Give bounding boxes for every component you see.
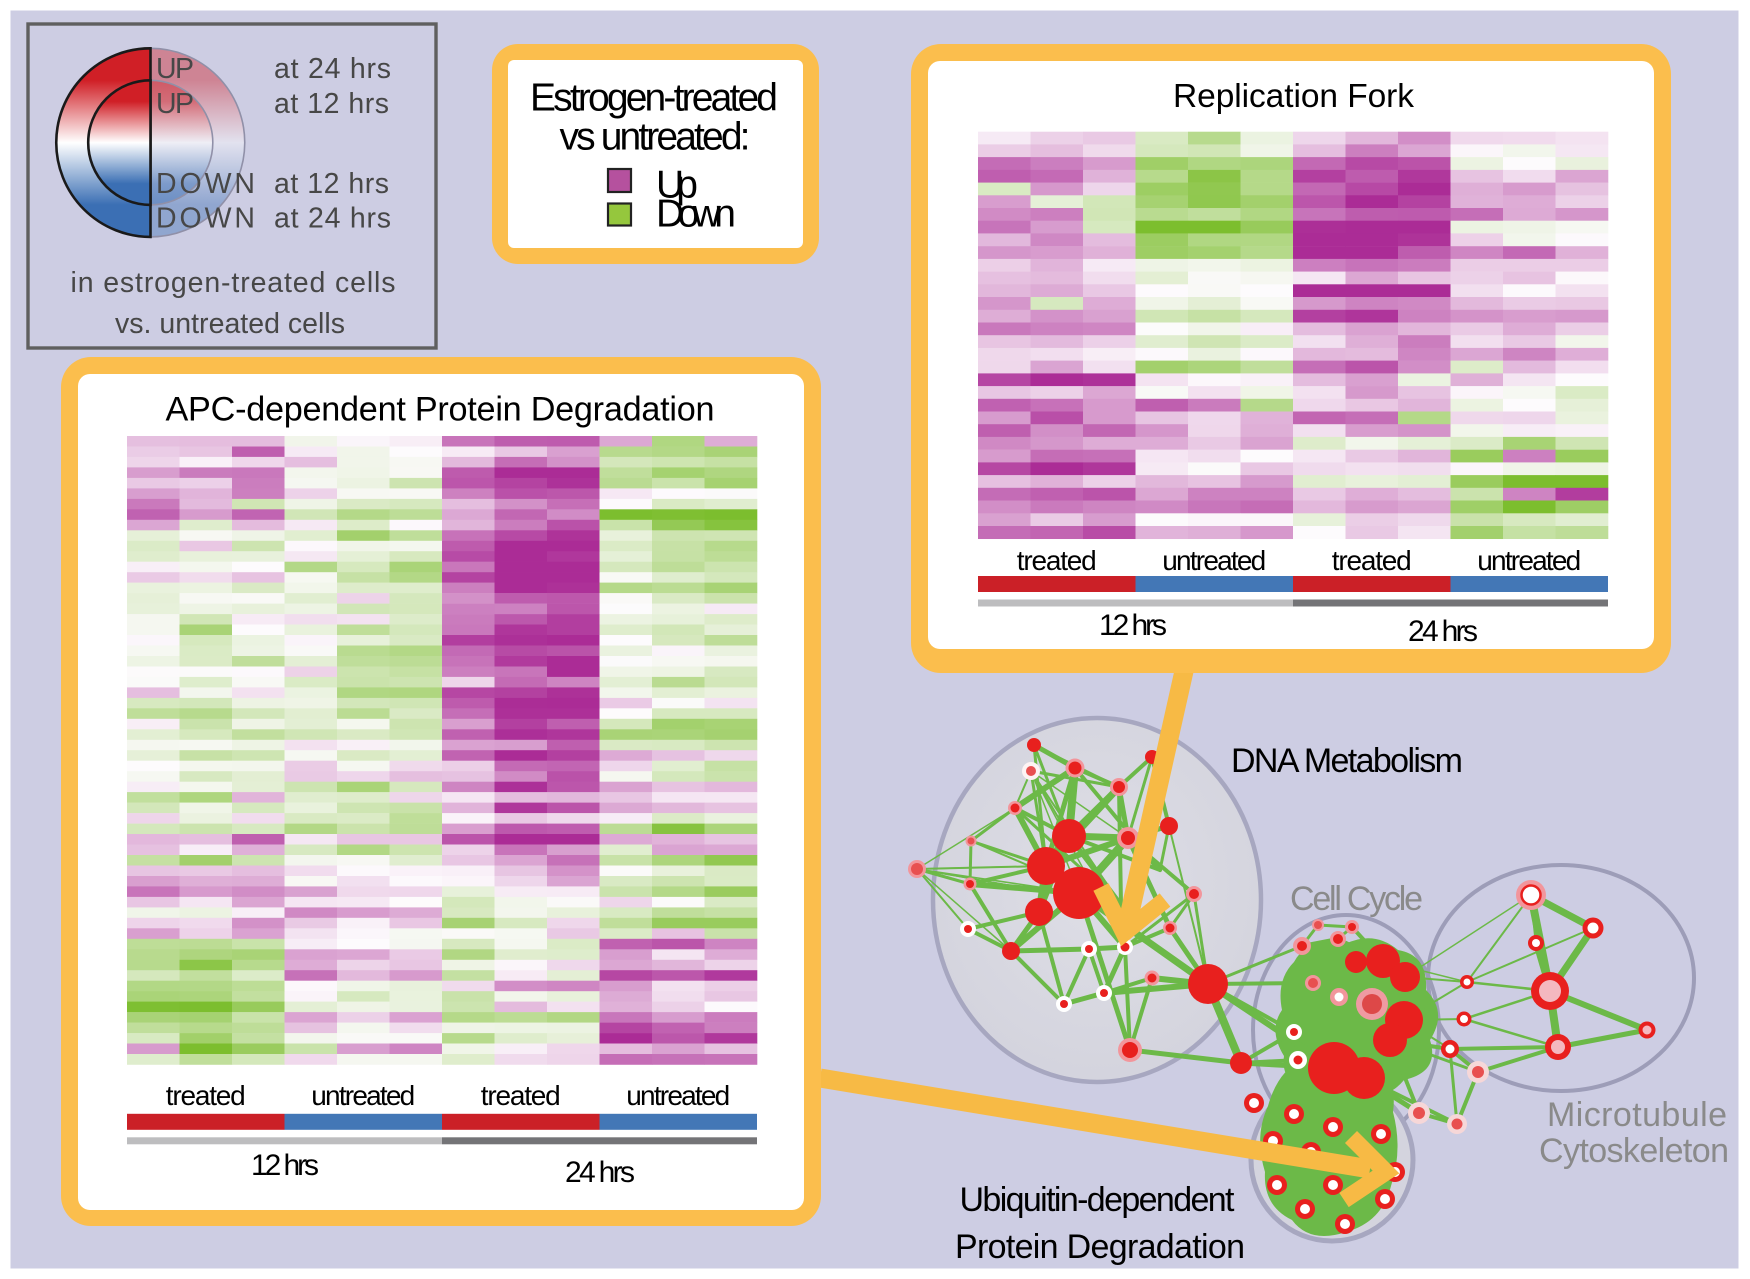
svg-text:Replication Fork: Replication Fork <box>1173 78 1414 115</box>
svg-text:in estrogen-treated cells: in estrogen-treated cells <box>71 267 396 299</box>
svg-text:Protein Degradation: Protein Degradation <box>955 1228 1245 1266</box>
svg-text:DNA Metabolism: DNA Metabolism <box>1231 742 1463 780</box>
svg-text:vs untreated:: vs untreated: <box>560 116 751 159</box>
svg-text:treated: treated <box>1332 545 1412 576</box>
svg-text:DOWN: DOWN <box>156 168 255 200</box>
svg-text:untreated: untreated <box>311 1080 415 1111</box>
svg-text:Estrogen-treated: Estrogen-treated <box>530 77 778 120</box>
svg-text:at 12 hrs: at 12 hrs <box>274 88 389 120</box>
svg-text:untreated: untreated <box>626 1080 730 1111</box>
svg-text:at 24 hrs: at 24 hrs <box>274 53 391 85</box>
svg-text:UP: UP <box>156 88 194 120</box>
svg-text:treated: treated <box>1017 545 1097 576</box>
svg-text:untreated: untreated <box>1162 545 1266 576</box>
svg-text:vs. untreated cells: vs. untreated cells <box>115 308 345 340</box>
svg-text:DOWN: DOWN <box>156 203 255 235</box>
svg-text:12 hrs: 12 hrs <box>251 1149 319 1182</box>
svg-text:Up: Up <box>656 163 698 206</box>
svg-text:treated: treated <box>481 1080 561 1111</box>
svg-text:Cytoskeleton: Cytoskeleton <box>1539 1132 1729 1170</box>
svg-text:APC-dependent Protein Degradat: APC-dependent Protein Degradation <box>166 391 715 429</box>
svg-text:Down: Down <box>656 193 736 236</box>
svg-text:at 24 hrs: at 24 hrs <box>274 203 391 235</box>
svg-text:Cell Cycle: Cell Cycle <box>1290 880 1423 918</box>
svg-text:Microtubule: Microtubule <box>1547 1096 1727 1134</box>
svg-text:24 hrs: 24 hrs <box>1408 615 1478 648</box>
svg-text:12 hrs: 12 hrs <box>1099 609 1167 642</box>
svg-text:Ubiquitin-dependent: Ubiquitin-dependent <box>960 1181 1236 1219</box>
svg-text:UP: UP <box>156 53 194 85</box>
svg-text:treated: treated <box>166 1080 246 1111</box>
svg-text:untreated: untreated <box>1477 545 1581 576</box>
svg-text:at 12 hrs: at 12 hrs <box>274 168 389 200</box>
svg-text:24 hrs: 24 hrs <box>565 1156 635 1189</box>
